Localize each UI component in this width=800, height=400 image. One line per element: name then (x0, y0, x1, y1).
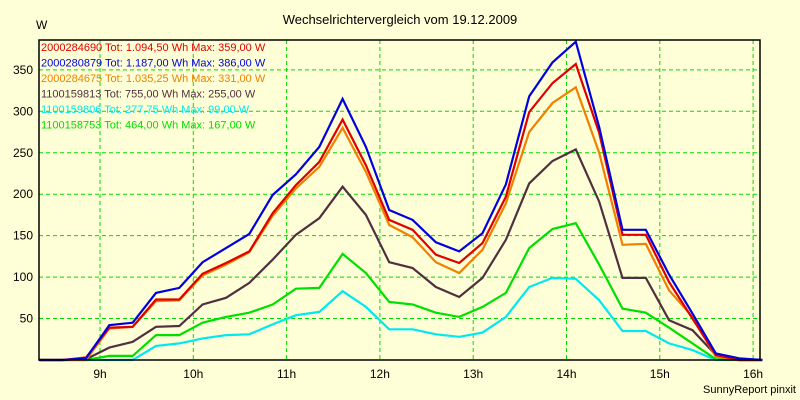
legend-entry: 1100158753 Tot: 464,00 Wh Max: 167,00 W (41, 120, 256, 132)
legend-entry: 1100159813 Tot: 755,00 Wh Max: 255,00 W (41, 89, 256, 101)
x-tick-label: 9h (93, 367, 106, 381)
x-tick-label: 13h (463, 367, 483, 381)
y-tick-label: 150 (13, 229, 33, 243)
x-tick-label: 16h (743, 367, 763, 381)
series-line-2000284675 (39, 85, 763, 362)
x-tick-label: 15h (650, 367, 670, 381)
grid (39, 40, 760, 360)
y-axis-label: W (36, 18, 48, 32)
series-line-1100159806 (39, 276, 763, 362)
x-tick-label: 11h (277, 367, 296, 381)
y-tick-label: 300 (13, 104, 33, 118)
x-tick-label: 14h (556, 367, 576, 381)
chart-title: Wechselrichtervergleich vom 19.12.2009 (283, 12, 518, 27)
y-tick-label: 100 (13, 270, 33, 284)
legend-entry: 2000280879 Tot: 1.187,00 Wh Max: 386,00 … (41, 58, 266, 70)
series-line-2000280879 (39, 39, 763, 362)
plot-frame (38, 39, 761, 361)
legend: 2000284690 Tot: 1.094,50 Wh Max: 359,00 … (41, 42, 266, 132)
series-line-1100158753 (39, 221, 763, 362)
legend-entry: 2000284675 Tot: 1.035,25 Wh Max: 331,00 … (41, 73, 266, 85)
legend-entry: 1100159806 Tot: 277,75 Wh Max: 99,00 W (41, 104, 250, 116)
legend-entry: 2000284690 Tot: 1.094,50 Wh Max: 359,00 … (41, 42, 266, 54)
x-ticks: 9h 10h 11h 12h 13h 14h 15h 16h (93, 367, 763, 381)
y-tick-label: 250 (13, 146, 33, 160)
y-tick-label: 50 (20, 312, 34, 326)
series-lines (39, 39, 763, 362)
y-tick-label: 200 (13, 187, 33, 201)
series-line-2000284690 (39, 62, 763, 362)
y-ticks: 50 100 150 200 250 300 350 (13, 63, 33, 326)
footer-credit: SunnyReport pinxit (703, 384, 796, 396)
x-tick-label: 12h (370, 367, 390, 381)
series-line-1100159813 (39, 147, 763, 362)
y-tick-label: 350 (13, 63, 33, 77)
x-tick-label: 10h (183, 367, 203, 381)
